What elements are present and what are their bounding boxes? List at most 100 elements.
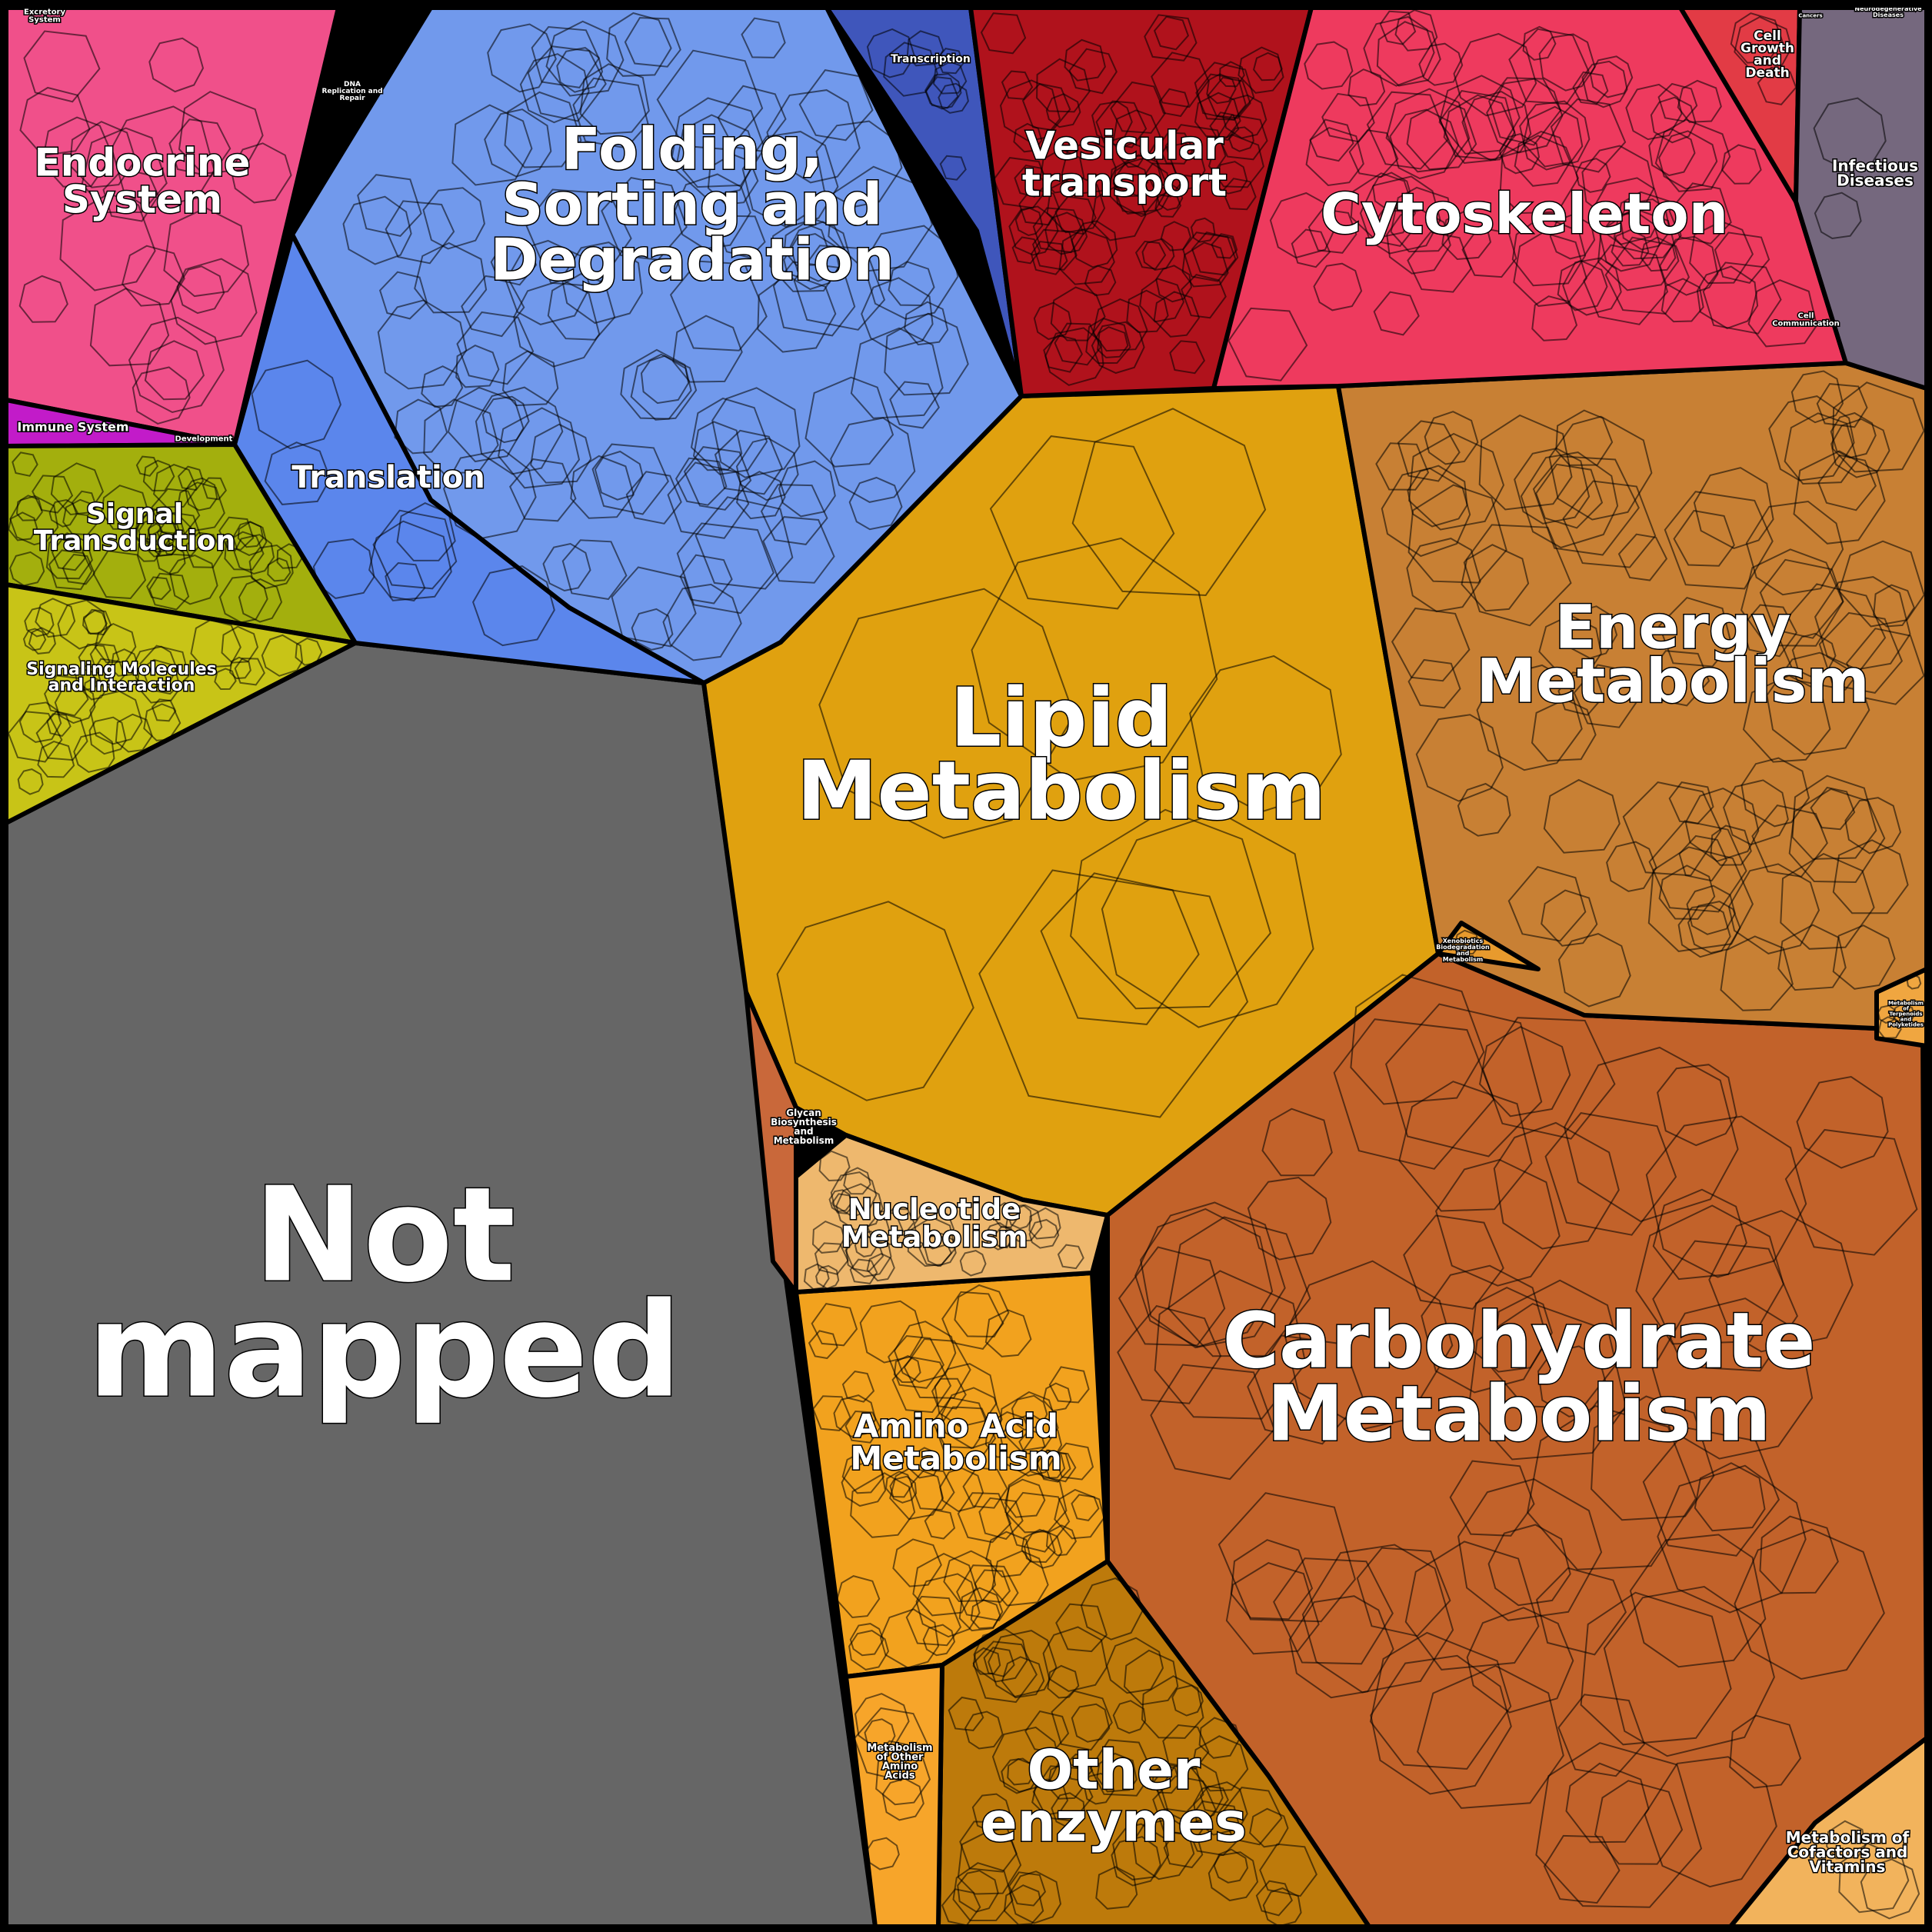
subcell xyxy=(570,455,635,519)
subcell xyxy=(148,37,205,93)
subcell xyxy=(1397,420,1461,482)
subcell xyxy=(970,1599,1001,1630)
subcell xyxy=(1044,1451,1077,1483)
subcell xyxy=(1581,145,1655,219)
subcell xyxy=(624,17,681,68)
cell-comm-label-line: Communication xyxy=(1772,320,1840,328)
subcell xyxy=(1734,1528,1885,1681)
subcell xyxy=(267,557,291,582)
subcell xyxy=(1580,1591,1732,1746)
terpenoids-label-line: and xyxy=(1900,1017,1912,1023)
subcell xyxy=(1370,1654,1512,1795)
subcell xyxy=(68,121,137,188)
subcell xyxy=(1522,25,1557,61)
subcell xyxy=(1045,93,1081,128)
subcell xyxy=(915,1573,981,1638)
subcell xyxy=(973,1628,1028,1683)
signal-label: Signal Transduction xyxy=(34,498,235,557)
subcell xyxy=(1538,614,1602,678)
subcell xyxy=(1479,1025,1571,1118)
subcell xyxy=(918,1234,952,1267)
subcell xyxy=(1650,96,1697,144)
subcell xyxy=(1262,1887,1302,1927)
subcell xyxy=(803,1263,830,1291)
subcell xyxy=(1814,192,1862,240)
subcell xyxy=(1677,79,1722,123)
neuro-label-line: Diseases xyxy=(1873,12,1904,18)
subcell xyxy=(1818,611,1904,694)
subcell xyxy=(1562,257,1622,316)
subcell xyxy=(845,1231,892,1277)
subcell xyxy=(1046,174,1106,234)
subcell xyxy=(156,511,204,557)
subcell xyxy=(1527,1405,1697,1571)
subcell xyxy=(221,625,259,664)
subcell xyxy=(132,645,178,689)
subcell xyxy=(1051,1792,1086,1827)
subcell xyxy=(1478,414,1573,511)
subcell xyxy=(1810,786,1856,831)
subcell xyxy=(1386,208,1451,275)
subcell xyxy=(1108,154,1169,215)
subcell xyxy=(1652,1188,1747,1281)
subcell xyxy=(1273,1557,1394,1665)
subcell xyxy=(73,731,115,773)
subcell xyxy=(1070,808,1272,1010)
subcell xyxy=(1659,235,1719,296)
subcell xyxy=(1652,1240,1799,1372)
cells-layer xyxy=(4,5,1929,1929)
subcell xyxy=(954,1284,1010,1337)
subcell xyxy=(139,645,190,695)
subcell xyxy=(778,460,836,518)
subcell xyxy=(455,344,500,388)
subcell xyxy=(1720,935,1794,1011)
subcell xyxy=(1255,1880,1293,1917)
subcell xyxy=(163,207,250,298)
subcell xyxy=(1191,231,1239,276)
subcell xyxy=(711,387,801,478)
subcell xyxy=(1417,1664,1564,1809)
subcell xyxy=(190,619,242,668)
cofactors-label-line: Cofactors and xyxy=(1787,1843,1908,1861)
subcell xyxy=(251,359,341,450)
subcell xyxy=(1018,1429,1046,1456)
subcell xyxy=(850,1472,916,1538)
subcell xyxy=(170,258,258,345)
subcell xyxy=(1404,1541,1540,1671)
subcell xyxy=(1221,1787,1283,1846)
subcell xyxy=(137,538,162,562)
subcell xyxy=(1061,140,1118,195)
subcell xyxy=(1906,974,1922,990)
cancers-label-line: Cancers xyxy=(1798,12,1822,18)
subcell xyxy=(1557,933,1631,1008)
subcell xyxy=(1439,90,1517,161)
subcell xyxy=(1054,322,1102,366)
amino-acid-label-line: Amino Acid xyxy=(854,1407,1058,1445)
subcell xyxy=(1611,228,1650,267)
subcell xyxy=(1751,804,1828,878)
subcell xyxy=(1777,924,1847,991)
subcell xyxy=(490,242,538,286)
subcell xyxy=(1199,1785,1229,1814)
immune-label-line: Immune System xyxy=(17,420,128,435)
subcell xyxy=(102,168,160,222)
subcell xyxy=(1622,781,1722,877)
subcell xyxy=(45,532,93,580)
subcell xyxy=(443,448,537,540)
subcell xyxy=(611,566,697,648)
subcell xyxy=(1154,1270,1307,1420)
subcell xyxy=(1581,60,1628,108)
subcell xyxy=(884,1208,915,1237)
subcell xyxy=(1043,335,1084,373)
subcell xyxy=(1373,291,1420,336)
amino-acid-label-line: Metabolism xyxy=(850,1440,1061,1477)
subcell xyxy=(815,120,903,208)
other-enzymes-label-line: Other xyxy=(1028,1739,1201,1802)
subcell xyxy=(1508,28,1590,105)
subcell xyxy=(1461,544,1530,612)
subcell xyxy=(1158,88,1190,118)
subcell xyxy=(59,192,156,291)
subcell xyxy=(980,12,1027,55)
subcell xyxy=(561,242,643,325)
subcell xyxy=(8,511,38,541)
